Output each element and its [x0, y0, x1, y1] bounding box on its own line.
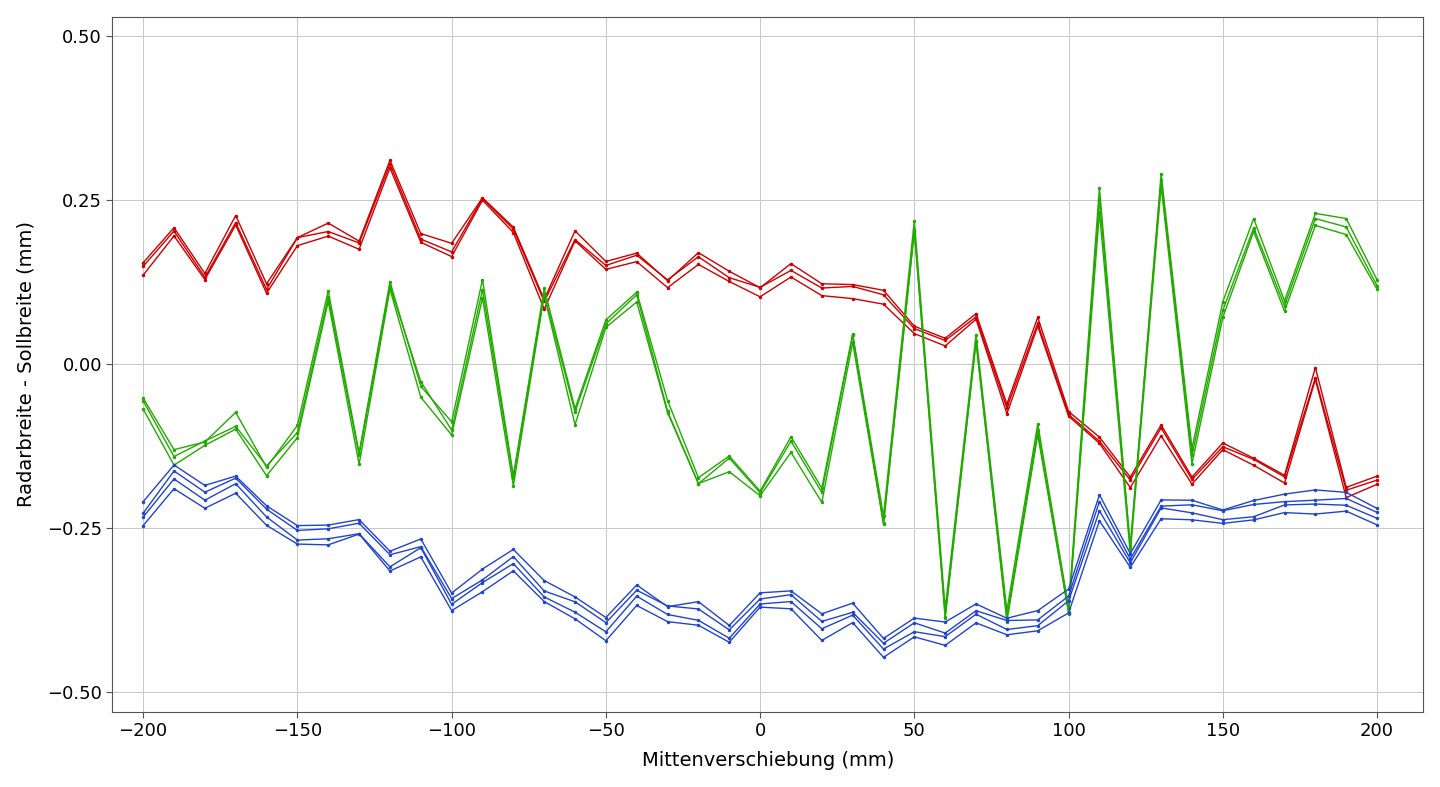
X-axis label: Mittenverschiebung (mm): Mittenverschiebung (mm) [642, 752, 894, 770]
Y-axis label: Radarbreite - Sollbreite (mm): Radarbreite - Sollbreite (mm) [17, 221, 36, 508]
